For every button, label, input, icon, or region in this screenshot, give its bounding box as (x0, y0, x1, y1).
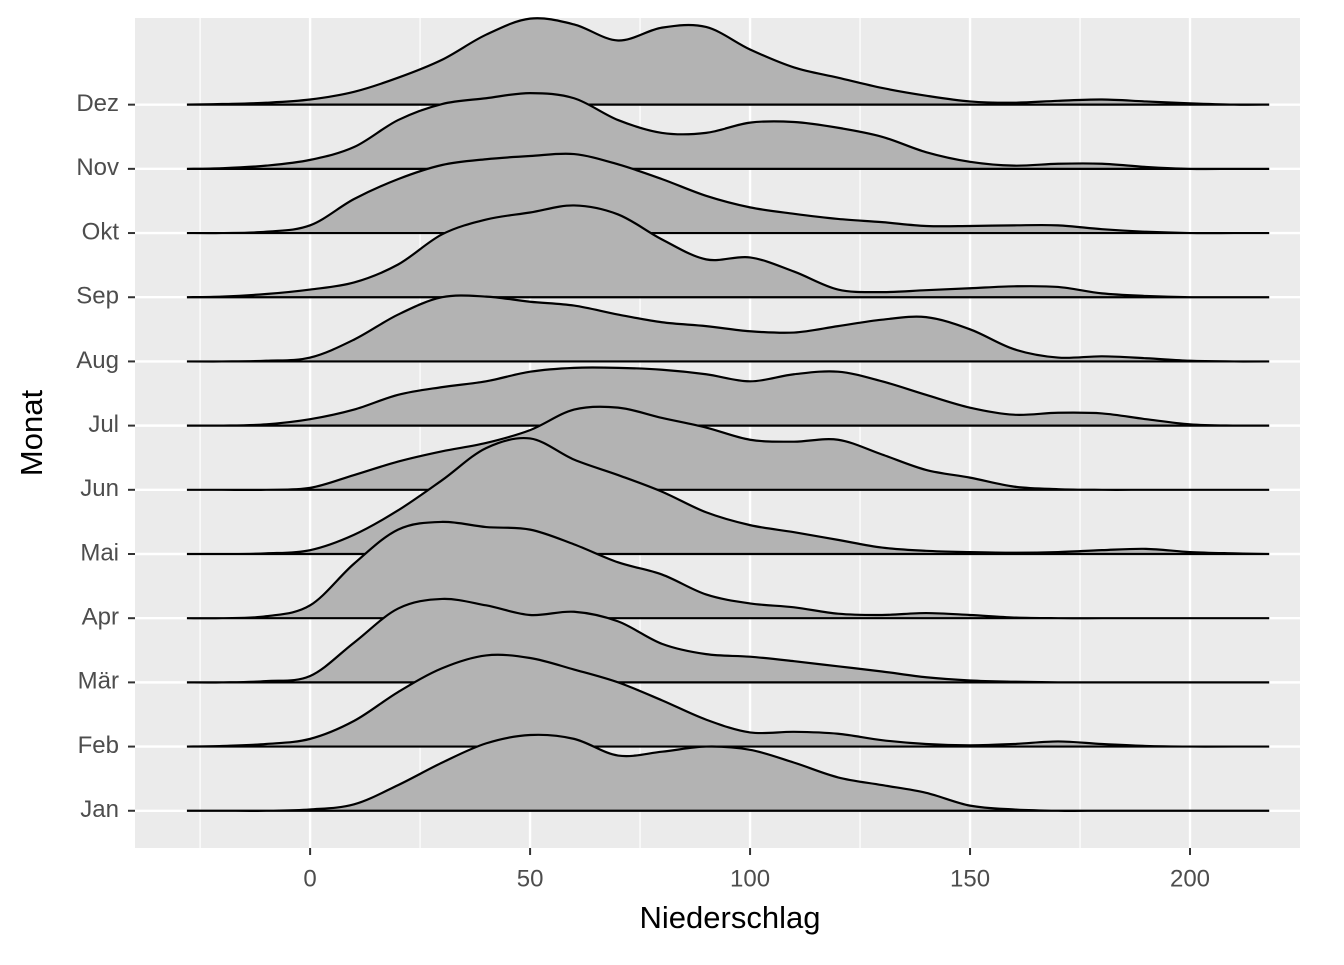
x-tick-label: 100 (730, 865, 770, 892)
ridge (186, 17, 1270, 106)
y-tick-label: Okt (82, 218, 120, 245)
x-tick-label: 150 (950, 865, 990, 892)
ridge (186, 204, 1270, 299)
ridge (186, 294, 1270, 363)
y-tick-label: Feb (78, 732, 119, 759)
y-tick-label: Sep (76, 283, 119, 310)
y-tick-label: Apr (82, 604, 119, 631)
y-tick-label: Jul (88, 411, 119, 438)
x-axis-title: Niederschlag (640, 900, 821, 935)
y-axis-title: Monat (14, 390, 49, 477)
y-tick-label: Jun (80, 475, 119, 502)
y-tick-label: Jan (80, 796, 119, 823)
ridge (186, 653, 1270, 748)
y-tick-label: Mai (80, 539, 119, 566)
ridge (186, 520, 1270, 620)
ridge (186, 152, 1270, 235)
y-tick-label: Aug (76, 347, 119, 374)
x-tick-label: 200 (1170, 865, 1210, 892)
x-tick-label: 50 (517, 865, 544, 892)
ridge (186, 733, 1270, 812)
y-tick-label: Nov (76, 154, 119, 181)
y-tick-label: Mär (78, 668, 119, 695)
y-tick-label: Dez (76, 90, 119, 117)
x-tick-label: 0 (303, 865, 316, 892)
ridge (186, 92, 1270, 171)
ridge (186, 366, 1270, 427)
